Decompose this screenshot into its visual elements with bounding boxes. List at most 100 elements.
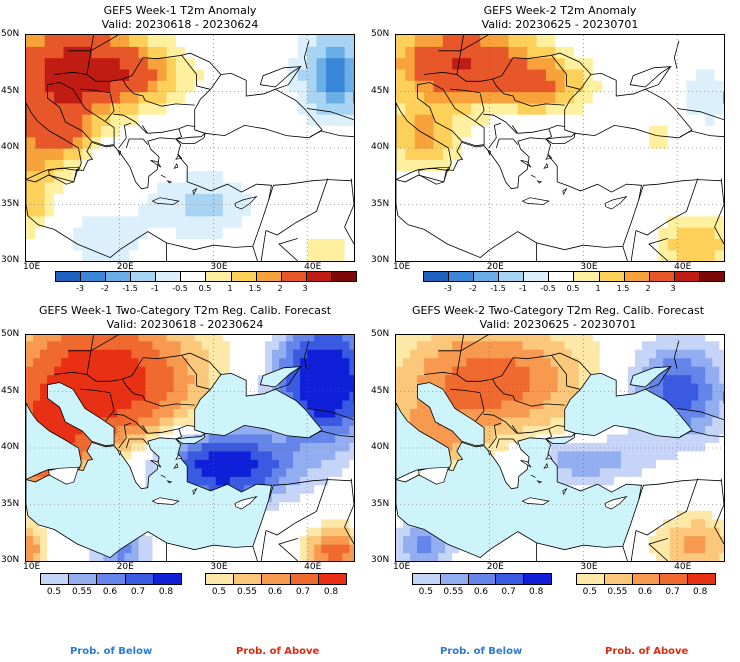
- heatmap-cell: [250, 349, 259, 359]
- heatmap-cell: [194, 552, 203, 561]
- lat-tick-label: 40N: [1, 142, 20, 152]
- heatmap-cell: [592, 91, 603, 104]
- heatmap-cell: [72, 193, 83, 206]
- heatmap-cell: [222, 136, 233, 149]
- heatmap-cell: [555, 193, 566, 206]
- heatmap-cell: [499, 204, 510, 217]
- heatmap-cell: [536, 215, 547, 228]
- heatmap-cell: [175, 68, 186, 81]
- prob-colorbar-label: 0.7: [130, 587, 146, 597]
- heatmap-cell: [602, 125, 613, 138]
- heatmap-cell: [663, 442, 671, 452]
- island-outline: [151, 197, 180, 205]
- heatmap-cell: [269, 249, 280, 261]
- heatmap-cell: [250, 552, 259, 561]
- heatmap-cell: [335, 159, 346, 172]
- heatmap-cell: [670, 442, 678, 452]
- heatmap-cell: [307, 181, 318, 194]
- prob-above-colorbar-week2: [576, 573, 716, 585]
- heatmap-cell: [82, 215, 93, 228]
- prob-colorbar-label: 0.5: [582, 587, 597, 597]
- heatmap-cell: [257, 442, 266, 452]
- heatmap-cell: [185, 193, 196, 206]
- heatmap-cell: [658, 238, 669, 251]
- heatmap-cell: [583, 238, 594, 251]
- heatmap-cell: [705, 335, 713, 342]
- heatmap-cell: [470, 238, 481, 251]
- heatmap-cell: [241, 170, 252, 183]
- country-border: [483, 413, 518, 434]
- heatmap-cell: [649, 349, 657, 359]
- heatmap-cell: [187, 476, 196, 486]
- heatmap-cell: [714, 35, 724, 47]
- heatmap-cell: [698, 335, 706, 342]
- heatmap-cell: [35, 114, 46, 126]
- heatmap-cell: [187, 442, 196, 452]
- heatmap-cell: [40, 340, 48, 350]
- heatmap-cell: [194, 46, 205, 59]
- heatmap-cell: [686, 193, 697, 206]
- country-border: [122, 378, 146, 401]
- heatmap-cell: [433, 91, 444, 104]
- sea-black: [564, 372, 693, 439]
- heatmap-cell: [54, 215, 65, 228]
- heatmap-cell: [695, 91, 706, 104]
- heatmap-cell: [236, 335, 245, 342]
- heatmap-cell: [131, 433, 140, 443]
- heatmap-cell: [344, 57, 354, 70]
- heatmap-cell: [705, 433, 713, 443]
- heatmap-cell: [410, 527, 418, 537]
- country-border: [278, 238, 299, 261]
- heatmap-cell: [705, 114, 716, 126]
- country-border: [475, 93, 485, 122]
- heatmap-cell: [555, 57, 566, 70]
- heatmap-cell: [269, 91, 280, 104]
- heatmap-cell: [82, 170, 93, 183]
- heatmap-cell: [698, 535, 706, 545]
- heatmap-cell: [670, 340, 678, 350]
- heatmap-cell: [550, 383, 559, 393]
- heatmap-cell: [119, 80, 130, 93]
- heatmap-cell: [649, 459, 657, 469]
- heatmap-cell: [705, 518, 713, 528]
- heatmap-cell: [627, 366, 636, 376]
- heatmap-cell: [414, 46, 425, 59]
- heatmap-cell: [314, 476, 322, 486]
- heatmap-cell: [677, 159, 688, 172]
- heatmap-cell: [424, 148, 435, 160]
- heatmap-cell: [396, 57, 406, 70]
- heatmap-cell: [63, 57, 74, 70]
- lon-tick-label: 10E: [393, 262, 411, 272]
- heatmap-cell: [297, 91, 308, 104]
- anomaly-colorbar-week2: [423, 271, 725, 282]
- heatmap-cell: [529, 349, 538, 359]
- heatmap-cell: [480, 383, 488, 393]
- heatmap-cell: [157, 114, 168, 126]
- heatmap-cell: [592, 170, 603, 183]
- heatmap-cell: [677, 501, 685, 511]
- anomaly-colorbar-swatch: [131, 272, 157, 281]
- heatmap-cell: [35, 204, 46, 217]
- heatmap-cell: [424, 80, 435, 93]
- heatmap-cell: [117, 399, 125, 410]
- heatmap-cell: [297, 46, 308, 59]
- heatmap-cell: [325, 68, 336, 81]
- heatmap-cell: [194, 366, 203, 376]
- heatmap-cell: [452, 357, 460, 367]
- country-border: [450, 388, 481, 393]
- heatmap-cell: [527, 227, 538, 239]
- heatmap-cell: [508, 349, 517, 359]
- heatmap-cell: [344, 46, 354, 59]
- heatmap-cell: [222, 227, 233, 239]
- island-outline: [604, 195, 628, 210]
- heatmap-cell: [243, 459, 252, 469]
- heatmap-cell: [667, 193, 678, 206]
- heatmap-cell: [82, 102, 93, 115]
- heatmap-cell: [599, 442, 608, 452]
- heatmap-cell: [260, 125, 271, 138]
- heatmap-cell: [487, 433, 495, 443]
- heatmap-cell: [35, 249, 46, 261]
- heatmap-cell: [592, 204, 603, 217]
- heatmap-cell: [433, 46, 444, 59]
- heatmap-cell: [602, 136, 613, 149]
